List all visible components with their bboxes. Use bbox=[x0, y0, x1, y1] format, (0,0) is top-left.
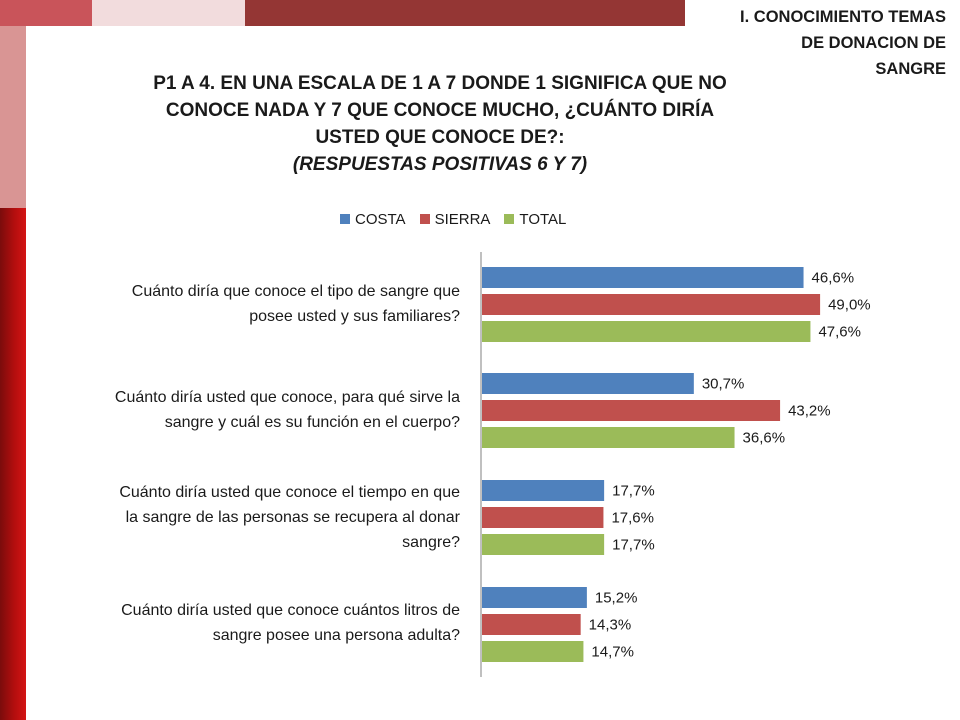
left-bar-segment bbox=[0, 26, 26, 208]
data-label-total: 14,7% bbox=[591, 644, 634, 661]
data-label-total: 47,6% bbox=[818, 324, 861, 341]
left-bar-segment bbox=[0, 208, 26, 720]
bar-sierra bbox=[482, 614, 581, 635]
data-label-sierra: 43,2% bbox=[788, 403, 831, 420]
legend-item-total: TOTAL bbox=[504, 211, 566, 228]
section-title: I. CONOCIMIENTO TEMAS DE DONACION DE SAN… bbox=[686, 4, 946, 82]
bar-costa bbox=[482, 587, 587, 608]
legend-item-sierra: SIERRA bbox=[419, 210, 491, 228]
bar-total bbox=[482, 321, 811, 342]
category-label-line: Cuánto diría usted que conoce, para qué … bbox=[114, 389, 460, 406]
category-label-line: posee usted y sus familiares? bbox=[249, 308, 460, 325]
legend-swatch-sierra bbox=[419, 214, 430, 224]
category-label: Cuánto diría usted que conoce cuántos li… bbox=[30, 598, 460, 648]
bar-costa bbox=[482, 267, 804, 288]
bar-costa bbox=[482, 480, 605, 501]
bar-sierra bbox=[482, 400, 781, 421]
chart-subtitle: (RESPUESTAS POSITIVAS 6 Y 7) bbox=[292, 154, 588, 175]
section-title-line: SANGRE bbox=[875, 60, 946, 78]
data-label-costa: 15,2% bbox=[595, 590, 638, 607]
category-label-line: Cuánto diría que conoce el tipo de sangr… bbox=[131, 283, 460, 300]
chart-title: P1 A 4. EN UNA ESCALA DE 1 A 7 DONDE 1 S… bbox=[100, 70, 780, 178]
legend-label-sierra: SIERRA bbox=[434, 210, 491, 228]
legend-label-costa: COSTA bbox=[355, 210, 406, 228]
bar-total bbox=[482, 427, 735, 448]
data-label-total: 17,7% bbox=[612, 537, 655, 554]
category-label: Cuánto diría que conoce el tipo de sangr… bbox=[30, 279, 460, 329]
section-title-line: I. CONOCIMIENTO TEMAS bbox=[740, 8, 946, 26]
data-label-sierra: 49,0% bbox=[828, 297, 871, 314]
data-label-costa: 30,7% bbox=[702, 376, 745, 393]
bar-total bbox=[482, 534, 605, 555]
chart-title-line: USTED QUE CONOCE DE?: bbox=[315, 127, 565, 148]
category-label-line: Cuánto diría usted que conoce el tiempo … bbox=[119, 484, 460, 501]
category-label-line: sangre? bbox=[402, 534, 460, 551]
data-label-total: 36,6% bbox=[743, 430, 786, 447]
section-title-line: DE DONACION DE bbox=[801, 34, 946, 52]
chart-title-line: CONOCE NADA Y 7 QUE CONOCE MUCHO, ¿CUÁNT… bbox=[165, 100, 715, 121]
chart-legend: COSTA SIERRA TOTAL bbox=[340, 208, 566, 230]
category-label-line: Cuánto diría usted que conoce cuántos li… bbox=[121, 602, 460, 619]
bar-sierra bbox=[482, 507, 604, 528]
category-label-line: sangre posee una persona adulta? bbox=[212, 627, 460, 644]
category-label: Cuánto diría usted que conoce el tiempo … bbox=[30, 480, 460, 555]
top-bar-segment bbox=[0, 0, 92, 26]
category-label-line: la sangre de las personas se recupera al… bbox=[125, 509, 460, 526]
legend-swatch-total bbox=[504, 214, 515, 224]
data-label-costa: 17,7% bbox=[612, 483, 655, 500]
data-label-costa: 46,6% bbox=[812, 270, 855, 287]
legend-item-costa: COSTA bbox=[340, 211, 406, 228]
chart-title-line: P1 A 4. EN UNA ESCALA DE 1 A 7 DONDE 1 S… bbox=[153, 73, 727, 94]
bar-sierra bbox=[482, 294, 821, 315]
legend-label-total: TOTAL bbox=[519, 210, 567, 228]
bar-costa bbox=[482, 373, 694, 394]
category-label-line: sangre y cuál es su función en el cuerpo… bbox=[164, 414, 460, 431]
bar-total bbox=[482, 641, 584, 662]
top-bar-segment bbox=[92, 0, 245, 26]
category-label: Cuánto diría usted que conoce, para qué … bbox=[30, 385, 460, 435]
data-label-sierra: 14,3% bbox=[589, 617, 632, 634]
top-bar-segment bbox=[245, 0, 685, 26]
data-label-sierra: 17,6% bbox=[611, 510, 654, 527]
legend-swatch-costa bbox=[340, 214, 350, 224]
